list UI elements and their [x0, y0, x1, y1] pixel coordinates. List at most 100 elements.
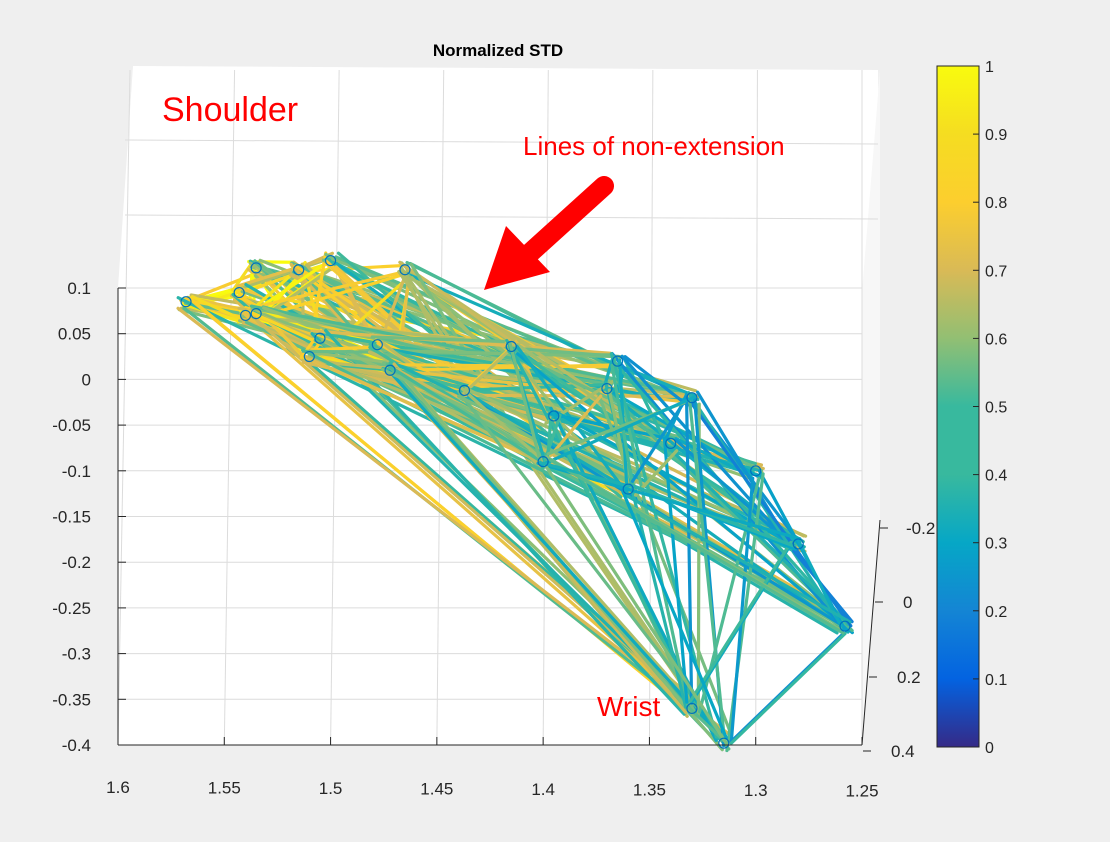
y-axis-ticks: 0.1 0.05 0 -0.05 -0.1 -0.15 -0.2 -0.25 -0.3 -0.35…: [52, 279, 126, 755]
network-node-marker: [537, 456, 549, 468]
z-axis-line: [861, 519, 881, 746]
colorbar-tick-label: 0.3: [985, 536, 1007, 553]
x-tick-label: 1.3: [744, 781, 768, 800]
network-edge: [662, 436, 689, 704]
network-node-marker: [622, 483, 634, 495]
x-tick-label: 1.5: [319, 779, 343, 798]
network-node-marker: [792, 538, 804, 550]
network-edge: [299, 328, 323, 360]
y-tick-label: 0.05: [58, 325, 91, 344]
colorbar: [936, 65, 980, 748]
colorbar-tick-label: 0.4: [985, 468, 1007, 485]
grid-line-back: [124, 139, 879, 145]
grid-line-x: [330, 69, 340, 746]
network-node-marker: [239, 309, 252, 322]
network-edge: [397, 269, 696, 704]
network-edge: [509, 350, 764, 473]
network-node-marker: [314, 332, 326, 344]
red-arrow: [484, 176, 614, 290]
network-edge: [621, 489, 728, 740]
colorbar-tick-label: 0.5: [985, 400, 1007, 417]
network-edge: [540, 395, 697, 467]
x-tick-label: 1.55: [208, 779, 241, 798]
network-node-marker: [233, 286, 245, 299]
network-node-marker: [458, 384, 471, 396]
grid-line-x: [117, 69, 131, 746]
network-edge: [540, 413, 562, 470]
network-node-marker: [384, 364, 396, 376]
y-tick-label: -0.1: [62, 462, 91, 481]
network-node-marker: [250, 307, 262, 320]
network-edge: [508, 341, 542, 463]
z-tick-label: 0.2: [897, 668, 921, 687]
x-tick-label: 1.6: [106, 778, 130, 797]
z-tick-label: 0.4: [891, 742, 915, 761]
network-node-marker: [505, 340, 517, 353]
y-tick-label: -0.4: [62, 736, 91, 755]
network-edge: [310, 345, 373, 352]
x-tick-label: 1.4: [531, 780, 555, 799]
network-edge: [387, 369, 727, 745]
y-tick-label: -0.15: [52, 508, 91, 527]
network-edge: [370, 335, 506, 344]
y-tick-label: 0.1: [67, 279, 91, 298]
x-tick-label: 1.35: [633, 781, 666, 800]
network-node-marker: [601, 382, 613, 395]
grid-line-x: [755, 69, 758, 746]
network-edge: [516, 352, 854, 635]
network-edge: [556, 418, 762, 478]
network-edge: [686, 391, 842, 625]
network-edges: [176, 251, 854, 753]
x-tick-label: 1.25: [845, 782, 878, 801]
colorbar-tick-label: 0.9: [985, 127, 1007, 144]
network-node-marker: [250, 262, 262, 274]
y-tick-label: -0.2: [62, 553, 91, 572]
wrist-annotation: Wrist: [597, 691, 660, 722]
network-node-marker: [324, 254, 337, 267]
network-node-marker: [371, 339, 383, 351]
z-tick-label: 0: [903, 593, 912, 612]
chart-title: Normalized STD: [433, 41, 563, 60]
network-edge: [310, 329, 612, 355]
network-edge: [460, 386, 543, 461]
colorbar-tick-label: 0.1: [985, 672, 1007, 689]
network-node-marker: [686, 392, 698, 404]
network-edge: [688, 540, 793, 703]
network-edge: [258, 271, 400, 308]
network-edge: [549, 394, 603, 458]
network-edge: [687, 706, 725, 742]
network-edge: [687, 396, 727, 743]
network-edge: [612, 355, 690, 707]
network-node-marker: [399, 264, 411, 276]
y-tick-label: -0.25: [52, 599, 91, 618]
network-edge: [232, 261, 254, 290]
network-nodes: [180, 254, 851, 749]
network-node-marker: [293, 264, 305, 276]
network-edge: [628, 483, 796, 548]
network-node-marker: [718, 737, 730, 749]
colorbar-ticks: 0 0.1 0.2 0.3 0.4 0.5 0.6 0.7 0.8 0.9 1: [973, 59, 1007, 757]
y-tick-label: -0.05: [52, 416, 91, 435]
network-edge: [620, 354, 795, 551]
z-tick-label: -0.2: [906, 519, 935, 538]
x-axis-ticks: 1.6 1.55 1.5 1.45 1.4 1.35 1.3 1.25: [106, 737, 879, 801]
network-edge: [729, 631, 847, 745]
network-node-marker: [180, 296, 192, 308]
lines-of-non-extension-annotation: Lines of non-extension: [523, 131, 785, 161]
network-node-marker: [686, 702, 698, 715]
network-edge: [622, 492, 852, 624]
shoulder-annotation: Shoulder: [162, 91, 298, 129]
colorbar-tick-label: 0.8: [985, 195, 1007, 212]
network-edge: [305, 359, 698, 398]
colorbar-tick-label: 0.2: [985, 604, 1007, 621]
network-edge: [371, 348, 625, 359]
y-tick-label: -0.3: [62, 645, 91, 664]
y-tick-label: -0.35: [52, 690, 91, 709]
network-edge: [543, 463, 730, 748]
network-edge: [630, 400, 686, 483]
network-node-marker: [303, 350, 315, 363]
colorbar-tick-label: 1: [985, 59, 994, 76]
grid-line-x: [223, 69, 236, 746]
network-edge: [386, 364, 541, 462]
network-node-marker: [548, 410, 560, 422]
